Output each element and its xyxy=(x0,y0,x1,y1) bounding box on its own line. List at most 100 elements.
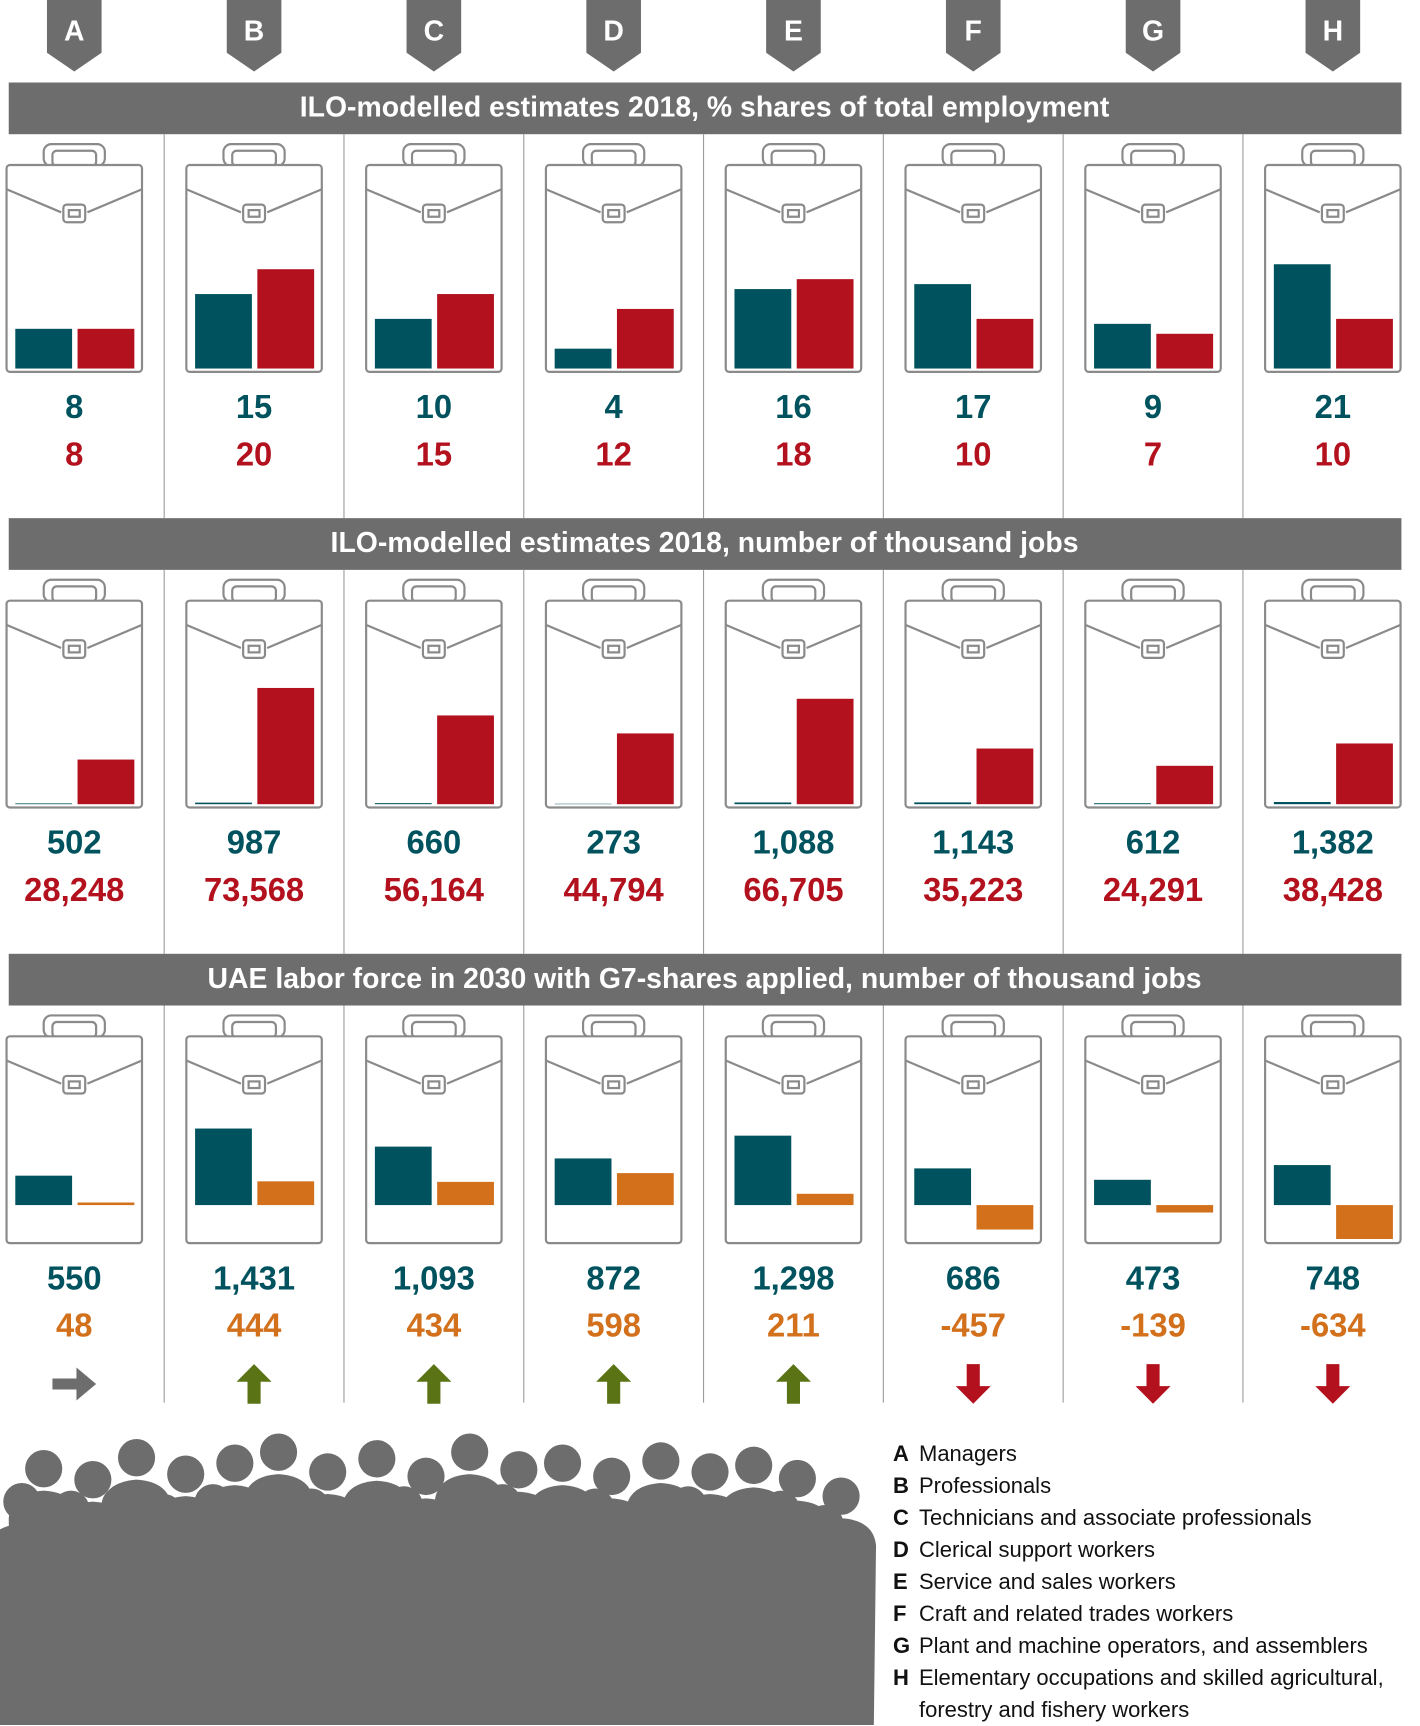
value-label: 550 xyxy=(47,1259,102,1296)
silhouette-head xyxy=(102,1486,139,1523)
bar xyxy=(914,284,971,368)
category-tag-label: G xyxy=(1142,15,1164,47)
value-label: 4 xyxy=(605,388,624,425)
value-label: 15 xyxy=(416,435,452,472)
value-label: 211 xyxy=(767,1306,820,1343)
value-label: 8 xyxy=(65,388,83,425)
legend-code: F xyxy=(893,1598,919,1630)
bar xyxy=(977,749,1034,805)
legend-code: E xyxy=(893,1566,919,1598)
bar xyxy=(437,1182,494,1205)
legend-name: Craft and related trades workers xyxy=(919,1598,1233,1630)
bar xyxy=(1336,1205,1393,1239)
silhouette-head xyxy=(626,1497,663,1534)
bar xyxy=(1336,743,1393,804)
legend-name: Clerical support workers xyxy=(919,1534,1155,1566)
briefcase-icon xyxy=(366,1015,501,1243)
legend-code: B xyxy=(893,1470,919,1502)
silhouette-head xyxy=(118,1439,155,1476)
value-label: 1,298 xyxy=(752,1259,834,1296)
briefcase-body xyxy=(366,1036,501,1243)
briefcase-handle-inner xyxy=(412,586,456,601)
briefcase-handle-inner xyxy=(232,1022,276,1037)
category-tag-label: E xyxy=(784,15,803,47)
category-tag-label: C xyxy=(424,15,445,47)
section-title: ILO-modelled estimates 2018, number of t… xyxy=(331,527,1079,559)
silhouette-head xyxy=(244,1497,281,1534)
legend-name: Technicians and associate professionals xyxy=(919,1502,1312,1534)
section-title: UAE labor force in 2030 with G7-shares a… xyxy=(207,963,1201,995)
silhouette-head xyxy=(342,1493,379,1530)
value-label: 24,291 xyxy=(1103,871,1203,908)
bar xyxy=(617,733,674,804)
briefcase-handle-inner xyxy=(951,586,995,601)
value-label: -457 xyxy=(940,1306,1006,1343)
bar xyxy=(375,803,432,804)
trend-arrow xyxy=(237,1364,272,1404)
value-label: 686 xyxy=(946,1259,1001,1296)
briefcase-handle-inner xyxy=(1131,586,1175,601)
bar xyxy=(1094,803,1151,804)
bar xyxy=(797,699,854,804)
silhouette-head xyxy=(528,1495,565,1532)
value-label: 1,088 xyxy=(752,824,834,861)
briefcase-handle-inner xyxy=(951,1022,995,1037)
trend-arrow xyxy=(956,1364,991,1404)
legend-name: Elementary occupations and skilled agric… xyxy=(919,1662,1413,1726)
bar xyxy=(15,803,72,804)
briefcase-body xyxy=(546,1036,681,1243)
bar xyxy=(555,349,612,369)
silhouette-head xyxy=(451,1433,488,1470)
value-label: 1,143 xyxy=(932,824,1014,861)
value-label: 1,382 xyxy=(1292,824,1374,861)
value-label: 10 xyxy=(1315,435,1351,472)
briefcase-icon xyxy=(726,1015,861,1243)
bar xyxy=(15,329,72,369)
value-label: 872 xyxy=(586,1259,641,1296)
value-label: 444 xyxy=(227,1306,282,1343)
silhouette-head xyxy=(719,1495,756,1532)
value-label: 20 xyxy=(236,435,272,472)
bar xyxy=(914,802,971,804)
value-label: 10 xyxy=(955,435,991,472)
value-label: 73,568 xyxy=(204,871,304,908)
briefcase-handle-inner xyxy=(951,151,995,166)
value-label: 38,428 xyxy=(1283,871,1383,908)
value-label: 15 xyxy=(236,388,272,425)
trend-arrow xyxy=(776,1364,811,1404)
silhouette-head xyxy=(3,1483,40,1520)
value-label: 17 xyxy=(955,388,991,425)
bar xyxy=(977,1205,1034,1229)
briefcase-handle-inner xyxy=(232,586,276,601)
briefcase-handle-inner xyxy=(52,586,96,601)
briefcase-handle-inner xyxy=(592,151,636,166)
value-label: -634 xyxy=(1300,1306,1366,1343)
bar xyxy=(78,329,135,369)
briefcase-handle-inner xyxy=(1131,1022,1175,1037)
briefcase-handle-inner xyxy=(1311,586,1355,601)
silhouette-head xyxy=(500,1451,537,1488)
silhouette-head xyxy=(691,1453,728,1490)
category-tag-label: H xyxy=(1323,15,1344,47)
value-label: 598 xyxy=(586,1306,641,1343)
silhouette-head xyxy=(167,1455,204,1492)
value-label: 9 xyxy=(1144,388,1162,425)
silhouette-head xyxy=(577,1488,614,1525)
category-tag-label: F xyxy=(965,15,982,47)
silhouette-head xyxy=(484,1484,521,1521)
value-label: 48 xyxy=(56,1306,92,1343)
value-label: 612 xyxy=(1126,824,1181,861)
trend-arrow xyxy=(1136,1364,1171,1404)
value-label: 748 xyxy=(1306,1259,1361,1296)
silhouette-body xyxy=(790,1546,860,1725)
bar xyxy=(797,279,854,368)
value-label: 21 xyxy=(1315,388,1351,425)
category-tag-label: B xyxy=(244,15,265,47)
bar xyxy=(1156,1205,1213,1212)
legend-name: Service and sales workers xyxy=(919,1566,1176,1598)
value-label: 10 xyxy=(416,388,452,425)
